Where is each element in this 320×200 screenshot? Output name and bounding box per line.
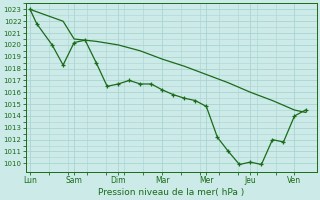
X-axis label: Pression niveau de la mer( hPa ): Pression niveau de la mer( hPa )	[98, 188, 244, 197]
